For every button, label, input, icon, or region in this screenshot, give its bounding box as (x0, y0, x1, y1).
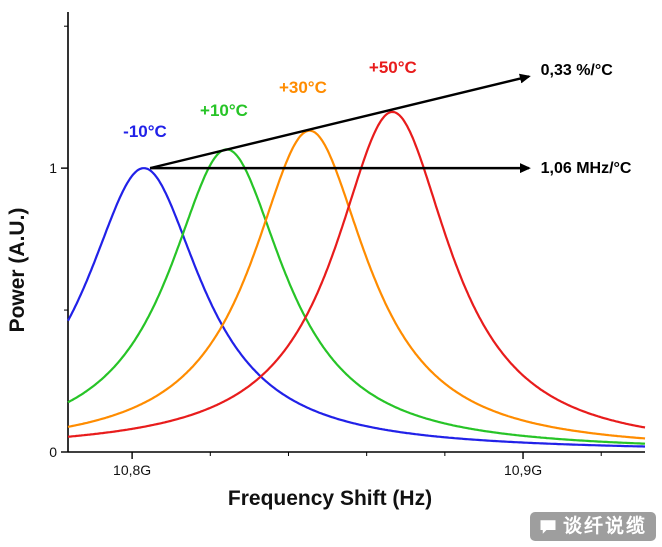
series-label: +50°C (369, 58, 417, 77)
watermark-text: 谈纤说缆 (562, 516, 647, 537)
watermark: 谈纤说缆 (529, 512, 656, 541)
curve--10°C (67, 167, 645, 448)
y-tick-label: 1 (49, 160, 57, 176)
series-label: +10°C (200, 101, 248, 120)
y-tick-label: 0 (49, 444, 57, 460)
speech-bubble-icon (539, 518, 557, 536)
y-axis-title: Power (A.U.) (6, 208, 29, 333)
series-label: +30°C (279, 78, 327, 97)
annotation-label: 0,33 %/°C (541, 62, 614, 79)
curve-+30°C (67, 129, 646, 440)
curve-+10°C (67, 148, 646, 445)
annotation-label: 1,06 MHz/°C (541, 160, 632, 177)
curve-+50°C (67, 110, 646, 438)
x-tick-label: 10,9G (504, 462, 542, 478)
annotation-arrow-0 (149, 73, 531, 170)
series-label: -10°C (123, 122, 167, 141)
x-tick-label: 10,8G (113, 462, 151, 478)
x-axis-title: Frequency Shift (Hz) (228, 487, 432, 510)
